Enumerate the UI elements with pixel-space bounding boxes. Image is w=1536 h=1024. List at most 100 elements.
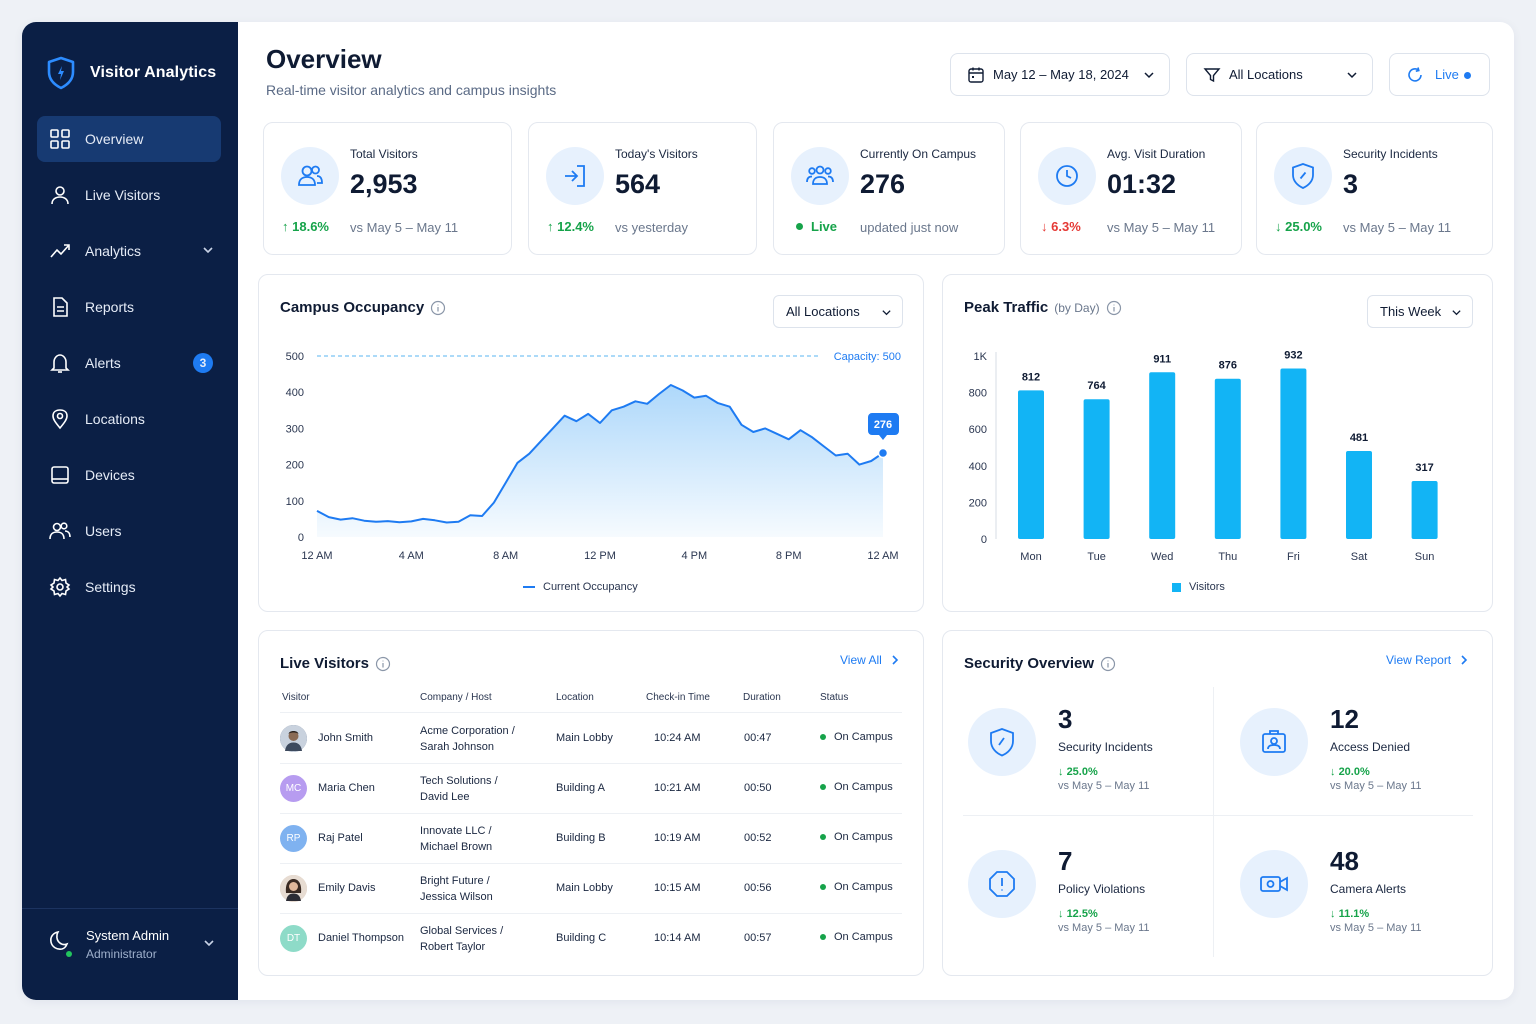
- location-filter[interactable]: All Locations: [1186, 53, 1373, 96]
- view-report-link[interactable]: View Report: [1386, 653, 1469, 667]
- sidebar-item-live-visitors[interactable]: Live Visitors: [37, 172, 221, 218]
- column-header-checkin[interactable]: Check-in Time: [646, 692, 710, 703]
- kpi-value: 564: [615, 169, 661, 199]
- visitor-duration: 00:47: [744, 732, 772, 744]
- bar-sat[interactable]: [1346, 450, 1372, 539]
- chevron-right-icon: [892, 655, 898, 665]
- y-tick-label: 0: [298, 532, 304, 544]
- visitor-duration: 00:50: [744, 782, 772, 794]
- peak-range-select[interactable]: This Week: [1367, 295, 1473, 328]
- kpi-icon-bg: [1274, 147, 1332, 205]
- kpi-delta-value: 18.6%: [292, 219, 329, 234]
- chevron-down-icon[interactable]: [202, 936, 216, 950]
- stat-delta: ↓ 20.0%: [1330, 766, 1370, 778]
- current-occupancy-marker[interactable]: 276: [868, 413, 899, 459]
- info-icon[interactable]: [430, 300, 446, 316]
- y-tick-label: 600: [969, 424, 987, 436]
- sidebar-item-label: Analytics: [85, 243, 142, 259]
- page-subtitle: Real-time visitor analytics and campus i…: [266, 82, 557, 98]
- avatar: [280, 875, 307, 902]
- x-tick-label: Sat: [1351, 551, 1368, 563]
- column-header-status[interactable]: Status: [820, 692, 849, 703]
- stat-label: Security Incidents: [1058, 740, 1153, 754]
- bar-mon[interactable]: [1018, 390, 1044, 539]
- stat-compare: vs May 5 – May 11: [1058, 780, 1150, 792]
- info-icon[interactable]: [375, 656, 391, 672]
- kpi-avg-visit-duration[interactable]: Avg. Visit Duration 01:32 ↓ 6.3% vs May …: [1020, 122, 1242, 255]
- x-tick-label: 12 AM: [867, 550, 898, 562]
- vertical-divider: [1213, 687, 1214, 957]
- security-stat-incidents[interactable]: 3 Security Incidents ↓ 25.0% vs May 5 – …: [968, 704, 1208, 824]
- sidebar-item-settings[interactable]: Settings: [37, 564, 221, 610]
- bar-value-label: 481: [1350, 432, 1368, 444]
- column-header-company[interactable]: Company / Host: [420, 692, 492, 703]
- info-icon[interactable]: [1106, 300, 1122, 316]
- occupancy-line: [316, 384, 884, 524]
- current-value-tooltip: [868, 413, 899, 436]
- brand[interactable]: Visitor Analytics: [46, 56, 216, 90]
- status-label: On Campus: [834, 731, 893, 743]
- table-row[interactable]: DT Daniel Thompson Global Services / Rob…: [280, 913, 902, 963]
- sidebar-item-reports[interactable]: Reports: [37, 284, 221, 330]
- filter-icon: [1203, 68, 1221, 83]
- security-overview-panel: Security Overview View Report: [942, 630, 1493, 976]
- kpi-security-incidents[interactable]: Security Incidents 3 ↓ 25.0% vs May 5 – …: [1256, 122, 1493, 255]
- occupancy-location-select[interactable]: All Locations: [773, 295, 903, 328]
- sidebar-item-locations[interactable]: Locations: [37, 396, 221, 442]
- kpi-value: 3: [1343, 169, 1359, 199]
- arrow-up-icon: ↑: [547, 219, 558, 234]
- stat-delta-value: 12.5%: [1066, 908, 1098, 920]
- group-icon: [806, 165, 834, 185]
- table-row[interactable]: RP Raj Patel Innovate LLC / Michael Brow…: [280, 813, 902, 863]
- column-header-location[interactable]: Location: [556, 692, 594, 703]
- date-range-picker[interactable]: May 12 – May 18, 2024: [950, 53, 1170, 96]
- bar-tue[interactable]: [1083, 399, 1110, 539]
- bar-thu[interactable]: [1214, 378, 1241, 539]
- sidebar-item-label: Devices: [85, 467, 135, 483]
- bar-wed[interactable]: [1149, 372, 1176, 539]
- sidebar-item-label: Live Visitors: [85, 187, 161, 203]
- tablet-icon: [51, 466, 69, 484]
- security-stat-camera-alerts[interactable]: 48 Camera Alerts ↓ 11.1% vs May 5 – May …: [1240, 846, 1480, 966]
- status-label: On Campus: [834, 881, 893, 893]
- live-visitors-panel: Live Visitors View All: [258, 630, 924, 976]
- kpi-total-visitors[interactable]: Total Visitors 2,953 ↑ 18.6% vs May 5 – …: [263, 122, 512, 255]
- info-icon[interactable]: [1100, 656, 1116, 672]
- sidebar-item-devices[interactable]: Devices: [37, 452, 221, 498]
- trend-icon: [50, 244, 70, 258]
- column-header-duration[interactable]: Duration: [743, 692, 781, 703]
- table-row[interactable]: MC Maria Chen Tech Solutions / David Lee…: [280, 763, 902, 813]
- sidebar-item-users[interactable]: Users: [37, 508, 221, 554]
- user-menu[interactable]: System Admin Administrator: [22, 908, 238, 1000]
- visitor-checkin: 10:24 AM: [654, 732, 701, 744]
- y-tick-label: 400: [969, 461, 987, 473]
- x-tick-label: Mon: [1020, 551, 1041, 563]
- bar-sun[interactable]: [1411, 480, 1438, 539]
- bar-fri[interactable]: [1280, 368, 1307, 539]
- table-row[interactable]: John Smith Acme Corporation / Sarah John…: [280, 713, 902, 763]
- visitor-name: John Smith: [318, 732, 374, 744]
- status-badge: On Campus: [820, 781, 893, 793]
- kpi-label: Currently On Campus: [860, 147, 977, 161]
- row-divider: [280, 863, 902, 864]
- chevron-down-icon[interactable]: [201, 243, 215, 257]
- table-row[interactable]: Emily Davis Bright Future / Jessica Wils…: [280, 863, 902, 913]
- sidebar-item-alerts[interactable]: Alerts 3: [37, 340, 221, 386]
- live-refresh-button[interactable]: Live: [1389, 53, 1490, 96]
- sidebar-item-overview[interactable]: Overview: [37, 116, 221, 162]
- live-visitors-title: Live Visitors: [280, 655, 369, 672]
- view-all-link[interactable]: View All: [840, 653, 900, 667]
- kpi-todays-visitors[interactable]: Today's Visitors 564 ↑ 12.4% vs yesterda…: [528, 122, 757, 255]
- sidebar-item-analytics[interactable]: Analytics: [37, 228, 221, 274]
- sidebar-item-label: Alerts: [85, 355, 121, 371]
- x-tick-label: Wed: [1151, 551, 1173, 563]
- column-header-visitor[interactable]: Visitor: [282, 692, 310, 703]
- kpi-value: 276: [860, 169, 906, 199]
- security-stat-access-denied[interactable]: 12 Access Denied ↓ 20.0% vs May 5 – May …: [1240, 704, 1480, 824]
- status-label: On Campus: [834, 931, 893, 943]
- app-title: Visitor Analytics: [90, 64, 217, 81]
- kpi-currently-on-campus[interactable]: Currently On Campus 276 Live updated jus…: [773, 122, 1005, 255]
- y-tick-label: 200: [286, 460, 304, 472]
- status-dot: [820, 834, 826, 840]
- security-stat-policy-violations[interactable]: 7 Policy Violations ↓ 12.5% vs May 5 – M…: [968, 846, 1208, 966]
